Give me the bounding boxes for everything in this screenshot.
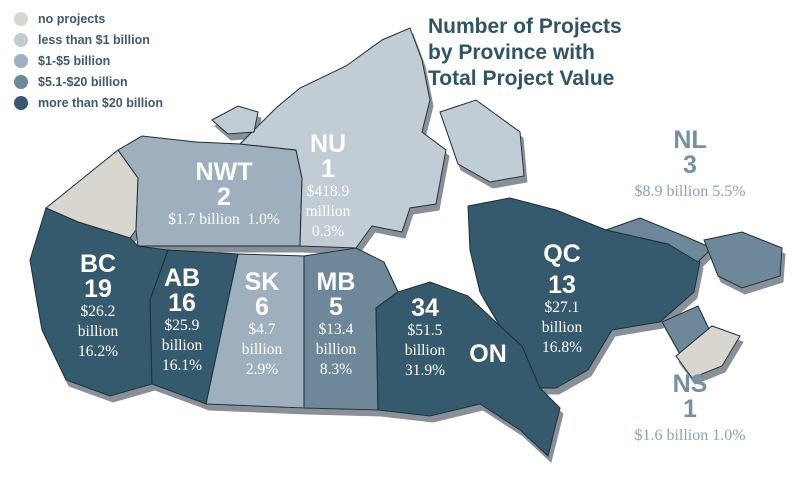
legend-swatch bbox=[14, 74, 28, 89]
project-value: $4.7 bbox=[248, 321, 276, 338]
on-region bbox=[375, 281, 561, 457]
project-value: $25.9 bbox=[164, 317, 200, 334]
project-share: 16.1% bbox=[161, 357, 203, 374]
province-label-sk: SK 6 $4.7 billion 2.9% bbox=[242, 270, 282, 380]
project-value: $1.7 billion 1.0% bbox=[168, 211, 280, 228]
project-share: 16.2% bbox=[77, 343, 119, 360]
legend-item: more than $20 billion bbox=[14, 92, 163, 113]
province-label-ns: NS 1 $1.6 billion 1.0% bbox=[634, 372, 745, 446]
project-value: $51.5 bbox=[407, 322, 443, 339]
legend-item: less than $1 billion bbox=[14, 29, 163, 50]
legend-label: less than $1 billion bbox=[38, 32, 150, 47]
legend-label: $5.1-$20 billion bbox=[38, 74, 128, 89]
map-title: Number of Projects by Province with Tota… bbox=[428, 14, 688, 92]
project-value: $27.1 bbox=[544, 299, 580, 316]
province-label-nu: NU 1 $418.9 million 0.3% bbox=[306, 132, 351, 242]
legend-item: $5.1-$20 billion bbox=[14, 71, 163, 92]
province-abbr: BC bbox=[79, 250, 117, 278]
title-line: Total Project Value bbox=[428, 67, 615, 90]
project-share: 8.3% bbox=[319, 361, 353, 378]
project-value: billion bbox=[161, 337, 203, 354]
project-count: 6 bbox=[255, 293, 269, 321]
province-abbr: NWT bbox=[195, 158, 253, 186]
qc-region bbox=[467, 197, 701, 389]
project-share: 2.9% bbox=[245, 361, 279, 378]
project-value: billion bbox=[77, 323, 119, 340]
project-value: $8.9 billion 5.5% bbox=[634, 183, 746, 200]
ns-region bbox=[675, 325, 741, 379]
project-value: million bbox=[305, 203, 351, 220]
province-label-ab: AB 16 $25.9 billion 16.1% bbox=[162, 266, 202, 376]
arctic-island bbox=[211, 105, 259, 135]
province-label-nl: NL 3 $8.9 billion 5.5% bbox=[634, 128, 745, 202]
province-abbr: SK bbox=[244, 268, 280, 296]
province-abbr: NS bbox=[672, 370, 708, 398]
project-value: billion bbox=[241, 341, 283, 358]
project-share: 0.3% bbox=[311, 223, 345, 240]
project-share: 31.9% bbox=[404, 362, 446, 379]
project-count: 5 bbox=[329, 293, 343, 321]
title-line: Number of Projects bbox=[428, 15, 622, 38]
province-abbr: NL bbox=[673, 126, 707, 154]
newfoundland-island bbox=[703, 231, 783, 289]
province-label-mb: MB 5 $13.4 billion 8.3% bbox=[316, 270, 356, 380]
project-value: $13.4 bbox=[318, 321, 354, 338]
legend-swatch bbox=[14, 32, 28, 47]
arctic-island bbox=[439, 99, 525, 183]
legend-label: more than $20 billion bbox=[38, 95, 164, 110]
project-value: billion bbox=[404, 342, 446, 359]
project-count: 34 bbox=[411, 294, 439, 322]
province-abbr: NU bbox=[309, 130, 347, 158]
project-count: 19 bbox=[84, 275, 112, 303]
nunavut-region bbox=[238, 27, 447, 249]
project-value: $26.2 bbox=[80, 303, 116, 320]
province-abbr: ON bbox=[469, 340, 507, 368]
province-abbr: QC bbox=[543, 240, 581, 268]
project-count: 2 bbox=[217, 183, 231, 211]
legend-swatch bbox=[14, 53, 28, 68]
project-share: 16.8% bbox=[541, 339, 583, 356]
province-abbr: AB bbox=[163, 264, 201, 292]
project-count: 16 bbox=[168, 289, 196, 317]
legend-item: no projects bbox=[14, 8, 163, 29]
legend-label: no projects bbox=[38, 11, 106, 26]
project-count: 13 bbox=[548, 271, 576, 299]
project-value: $1.6 billion 1.0% bbox=[634, 427, 746, 444]
project-count: 1 bbox=[321, 155, 335, 183]
province-label-qc: QC 13 $27.1 billion 16.8% bbox=[542, 242, 582, 358]
province-abbr: MB bbox=[316, 268, 356, 296]
legend-swatch bbox=[14, 95, 28, 110]
project-value: billion bbox=[315, 341, 357, 358]
province-label-on: 34 $51.5 billion 31.9% bbox=[405, 296, 445, 381]
ab-region bbox=[149, 249, 239, 405]
project-count: 3 bbox=[683, 151, 697, 179]
province-label-bc: BC 19 $26.2 billion 16.2% bbox=[78, 252, 118, 362]
province-abbr-on: ON bbox=[469, 342, 507, 367]
project-value: $418.9 bbox=[306, 183, 350, 200]
project-value: billion bbox=[541, 319, 583, 336]
legend-swatch bbox=[14, 11, 28, 26]
legend: no projects less than $1 billion $1-$5 b… bbox=[14, 8, 163, 113]
project-count: 1 bbox=[683, 395, 697, 423]
title-line: by Province with bbox=[428, 41, 595, 64]
legend-label: $1-$5 billion bbox=[38, 53, 111, 68]
legend-item: $1-$5 billion bbox=[14, 50, 163, 71]
province-label-nwt: NWT 2 $1.7 billion 1.0% bbox=[168, 160, 280, 230]
